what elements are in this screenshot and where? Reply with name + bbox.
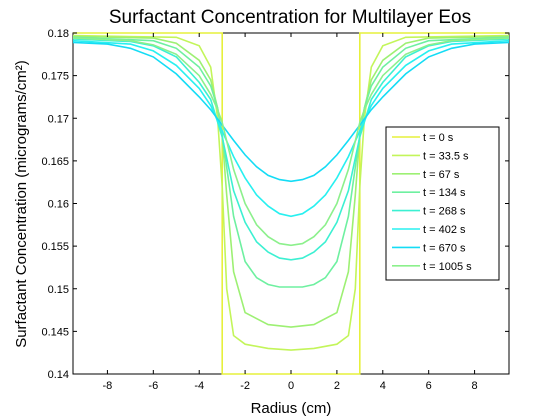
legend-label-4: t = 268 s xyxy=(423,206,466,218)
y-tick-label: 0.14 xyxy=(48,369,69,381)
x-axis-label: Radius (cm) xyxy=(251,400,332,417)
legend-label-5: t = 402 s xyxy=(423,224,466,236)
y-tick-label: 0.17 xyxy=(48,113,69,125)
x-tick-label: -6 xyxy=(148,380,158,392)
legend-label-0: t = 0 s xyxy=(423,132,454,144)
x-tick-label: -4 xyxy=(194,380,204,392)
chart-title: Surfactant Concentration for Multilayer … xyxy=(109,7,471,28)
x-tick-label: 2 xyxy=(334,380,340,392)
y-tick-label: 0.18 xyxy=(48,28,69,40)
series-line-1 xyxy=(72,34,510,351)
legend-label-7: t = 1005 s xyxy=(423,261,472,273)
series-line-3 xyxy=(72,36,510,288)
series-line-4 xyxy=(72,38,510,261)
legend: t = 0 s t = 33.5 s t = 67 s t = 134 s t = 26… xyxy=(385,126,500,281)
series-line-6 xyxy=(72,41,510,183)
series-line-5 xyxy=(72,39,510,218)
series-line-7 xyxy=(72,37,510,247)
y-tick-label: 0.145 xyxy=(41,326,69,338)
x-tick-label: 0 xyxy=(288,380,294,392)
legend-label-2: t = 67 s xyxy=(423,169,460,181)
x-tick-label: -8 xyxy=(103,380,113,392)
x-tick-label: 6 xyxy=(426,380,432,392)
y-tick-label: 0.15 xyxy=(48,284,69,296)
x-tick-label: 4 xyxy=(380,380,386,392)
y-tick-label: 0.175 xyxy=(41,71,69,83)
series-layer xyxy=(72,32,510,375)
legend-label-6: t = 670 s xyxy=(423,242,466,254)
x-tick-label: -2 xyxy=(240,380,250,392)
y-axis-label: Surfactant Concentration (micrograms/cm²… xyxy=(13,60,30,348)
legend-box xyxy=(385,126,500,281)
y-tick-label: 0.16 xyxy=(48,199,69,211)
y-tick-label: 0.155 xyxy=(41,241,69,253)
y-tick-label: 0.165 xyxy=(41,156,69,168)
legend-label-1: t = 33.5 s xyxy=(423,150,469,162)
ticks-layer: -8 -6 -4 -2 0 2 4 6 8 0.14 0.145 0.15 0.155 0.16 0.165… xyxy=(41,28,509,392)
legend-label-3: t = 134 s xyxy=(423,187,466,199)
x-tick-label: 8 xyxy=(472,380,478,392)
series-line-2 xyxy=(72,35,510,328)
